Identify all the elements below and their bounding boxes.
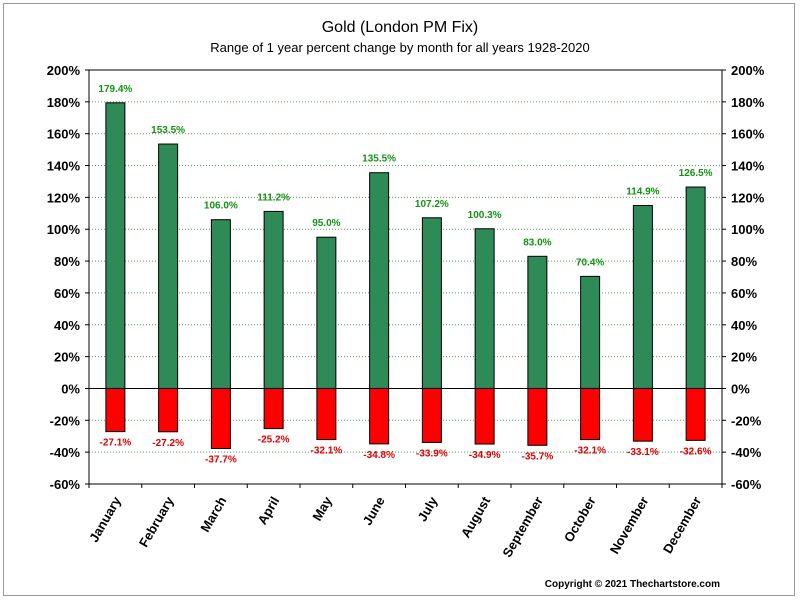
y-tick-label-left: 140% [47, 159, 81, 174]
chart-subtitle: Range of 1 year percent change by month … [210, 40, 590, 55]
y-tick-label-left: 20% [54, 350, 80, 365]
y-tick-label-left: 180% [47, 95, 81, 110]
bar-positive [316, 236, 337, 389]
x-tick-label: September [499, 494, 546, 560]
x-tick-label: August [458, 493, 494, 540]
data-label-positive: 179.4% [98, 84, 132, 95]
y-tick-label-left: 0% [61, 381, 80, 396]
y-tick-label-right: -20% [731, 413, 762, 428]
y-tick-label-left: -40% [50, 445, 81, 460]
bar-negative [105, 387, 126, 433]
x-tick-label: February [136, 493, 177, 549]
y-tick-label-left: 60% [54, 286, 80, 301]
data-label-negative: -32.6% [680, 446, 712, 457]
bar-positive [685, 186, 706, 389]
y-tick-label-left: -20% [50, 413, 81, 428]
y-tick-label-left: 80% [54, 254, 80, 269]
plot-area [89, 70, 722, 484]
y-tick-label-left: 120% [47, 190, 81, 205]
x-tick-label: October [561, 494, 599, 545]
y-tick-label-right: 120% [731, 190, 765, 205]
y-tick-label-left: 100% [47, 222, 81, 237]
data-label-negative: -33.1% [627, 447, 659, 458]
data-label-negative: -32.1% [311, 446, 343, 457]
x-tick-label: June [360, 494, 388, 528]
y-tick-label-right: 180% [731, 95, 765, 110]
bar-positive [158, 143, 179, 389]
y-tick-label-right: 80% [731, 254, 757, 269]
y-tick-label-right: -60% [731, 477, 762, 492]
y-tick-label-left: 160% [47, 127, 81, 142]
bar-negative [316, 387, 337, 441]
y-tick-label-right: 40% [731, 318, 757, 333]
bar-negative [158, 387, 179, 433]
bar-positive [527, 255, 548, 389]
data-label-positive: 107.2% [415, 199, 449, 210]
data-label-positive: 106.0% [204, 201, 238, 212]
bar-positive [632, 205, 653, 389]
data-label-positive: 114.9% [626, 187, 659, 198]
y-tick-label-right: 0% [731, 381, 750, 396]
data-label-positive: 153.5% [151, 125, 185, 136]
x-tick-label: April [254, 494, 282, 527]
y-tick-label-right: -40% [731, 445, 762, 460]
data-label-positive: 135.5% [362, 154, 396, 165]
data-label-negative: -27.1% [100, 438, 132, 449]
y-tick-label-left: 200% [47, 63, 81, 78]
x-tick-label: July [414, 493, 440, 524]
x-tick-label: March [197, 494, 229, 535]
y-tick-label-right: 100% [731, 222, 765, 237]
data-label-negative: -34.9% [469, 450, 501, 461]
bar-positive [210, 219, 231, 389]
y-tick-label-right: 160% [731, 127, 765, 142]
bar-negative [369, 387, 390, 445]
data-label-positive: 70.4% [576, 257, 604, 268]
bar-negative [421, 387, 442, 443]
copyright-text: Copyright © 2021 Thechartstore.com [544, 579, 720, 590]
x-tick-label: December [660, 494, 704, 556]
data-label-positive: 95.0% [312, 218, 340, 229]
y-tick-label-right: 200% [731, 63, 765, 78]
y-tick-label-right: 140% [731, 159, 765, 174]
bar-positive [369, 172, 390, 389]
data-label-negative: -25.2% [258, 435, 290, 446]
data-label-negative: -37.7% [205, 454, 237, 465]
data-label-positive: 111.2% [257, 192, 290, 203]
bar-positive [580, 275, 601, 389]
bar-positive [421, 217, 442, 389]
data-label-negative: -34.8% [363, 450, 395, 461]
y-tick-label-left: 40% [54, 318, 80, 333]
bar-negative [474, 387, 495, 445]
data-label-negative: -32.1% [574, 446, 606, 457]
x-tick-label: November [607, 494, 652, 557]
bar-negative [527, 387, 548, 446]
bar-negative [685, 387, 706, 441]
bar-negative [632, 387, 653, 442]
y-tick-label-right: 20% [731, 350, 757, 365]
chart-frame [3, 3, 795, 596]
y-tick-label-right: 60% [731, 286, 757, 301]
bar-negative [263, 387, 284, 430]
data-label-positive: 83.0% [523, 237, 551, 248]
x-tick-label: May [309, 493, 335, 523]
data-label-negative: -33.9% [416, 448, 448, 459]
y-tick-label-left: -60% [50, 477, 81, 492]
data-label-positive: 100.3% [468, 210, 502, 221]
bar-positive [474, 228, 495, 389]
data-label-negative: -35.7% [522, 451, 554, 462]
chart-title: Gold (London PM Fix) [321, 19, 479, 36]
x-tick-label: January [86, 493, 124, 544]
bar-positive [263, 210, 284, 389]
data-label-positive: 126.5% [679, 168, 713, 179]
bar-negative [210, 387, 231, 449]
data-label-negative: -27.2% [152, 438, 184, 449]
bar-positive [105, 102, 126, 389]
bar-negative [580, 387, 601, 441]
